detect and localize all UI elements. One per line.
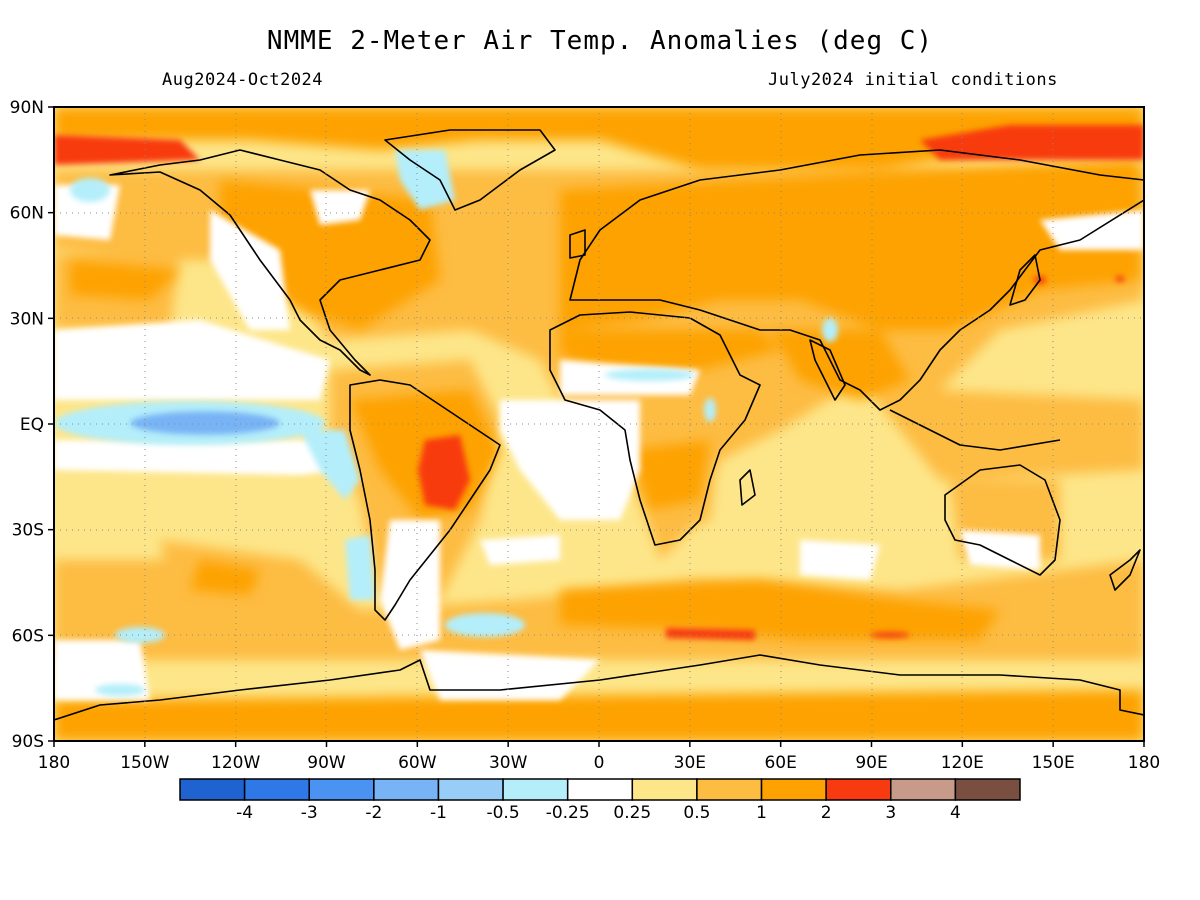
legend-label: -0.5 — [486, 803, 519, 823]
legend-label: -0.25 — [546, 803, 590, 823]
legend-label: 2 — [821, 803, 832, 823]
lon-label: 180 — [38, 753, 70, 773]
legend-label: -4 — [236, 803, 253, 823]
anomaly-field — [54, 107, 1144, 741]
lat-label: 90N — [10, 98, 44, 118]
legend-swatch — [760, 778, 827, 801]
forecast-period: Aug2024-Oct2024 — [162, 70, 324, 90]
map-title: NMME 2-Meter Air Temp. Anomalies (deg C) — [266, 26, 934, 56]
legend-swatch — [631, 778, 698, 801]
legend-swatch — [890, 778, 957, 801]
coastlines — [54, 129, 1144, 721]
axis-ticks — [48, 106, 1145, 747]
legend-label: -1 — [430, 803, 447, 823]
longitude-labels: 180 150W 120W 90W 60W 30W 0 30E 60E 90E 120E 150E 18… — [38, 753, 1160, 773]
lon-label: 60W — [398, 753, 437, 773]
legend-swatch — [308, 778, 375, 801]
latitude-labels: 90N 60N 30N EQ 30S 60S 90S — [10, 98, 44, 752]
legend-label: -3 — [301, 803, 318, 823]
gridlines — [54, 107, 1144, 741]
lon-label: 180 — [1128, 753, 1160, 773]
lon-label: 120W — [211, 753, 260, 773]
lat-label: 60S — [12, 626, 44, 646]
legend-label: -2 — [365, 803, 382, 823]
legend-swatch — [954, 778, 1021, 801]
lon-label: 30E — [674, 753, 706, 773]
legend-swatch — [373, 778, 440, 801]
legend-swatch — [825, 778, 892, 801]
legend-label: 1 — [756, 803, 767, 823]
legend-swatch — [696, 778, 763, 801]
lon-label: 150E — [1032, 753, 1075, 773]
legend-label: 0.5 — [683, 803, 710, 823]
initial-conditions: July2024 initial conditions — [768, 70, 1058, 90]
lon-label: 90E — [855, 753, 887, 773]
lat-label: 60N — [10, 204, 44, 224]
lon-label: 30W — [489, 753, 528, 773]
legend-label: 4 — [950, 803, 961, 823]
color-legend: -4 -3 -2 -1 -0.5 -0.25 0.25 0.5 1 2 3 4 — [179, 778, 1021, 823]
legend-swatch — [437, 778, 504, 801]
lon-label: 150W — [120, 753, 169, 773]
lon-label: 120E — [941, 753, 984, 773]
lat-label: 30N — [10, 309, 44, 329]
lat-label: 90S — [12, 732, 44, 752]
lon-label: 60E — [764, 753, 796, 773]
lat-label: 30S — [12, 521, 44, 541]
legend-label: 3 — [885, 803, 896, 823]
lat-label: EQ — [20, 415, 44, 435]
legend-swatch — [243, 778, 310, 801]
legend-label: 0.25 — [613, 803, 651, 823]
legend-swatch — [502, 778, 569, 801]
lon-label: 90W — [307, 753, 346, 773]
legend-swatch — [179, 778, 246, 801]
lon-label: 0 — [594, 753, 605, 773]
legend-swatch — [566, 778, 634, 801]
